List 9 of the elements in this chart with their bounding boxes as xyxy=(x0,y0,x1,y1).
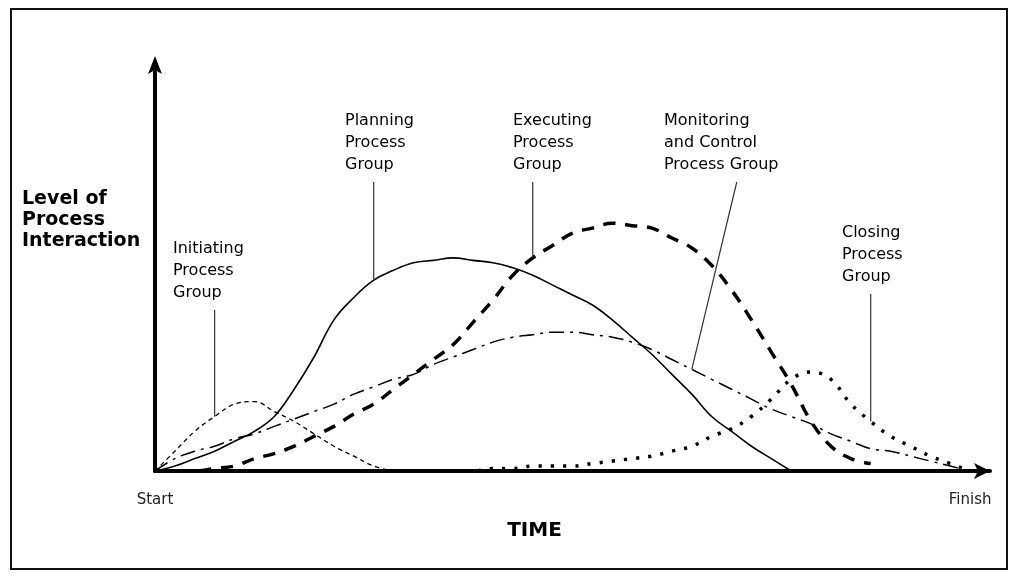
text: Closing Process Group xyxy=(842,221,903,285)
text: Monitoring and Control Process Group xyxy=(664,109,779,173)
x-tick-label: Start xyxy=(136,489,174,508)
text: Initiating Process Group xyxy=(173,237,244,301)
text: Executing Process Group xyxy=(513,109,592,173)
x-tick-label: Finish xyxy=(948,489,992,508)
text: Planning Process Group xyxy=(345,109,414,173)
y-axis-title: Level of Process Interaction xyxy=(22,185,141,250)
x-axis-title: TIME xyxy=(507,517,562,541)
